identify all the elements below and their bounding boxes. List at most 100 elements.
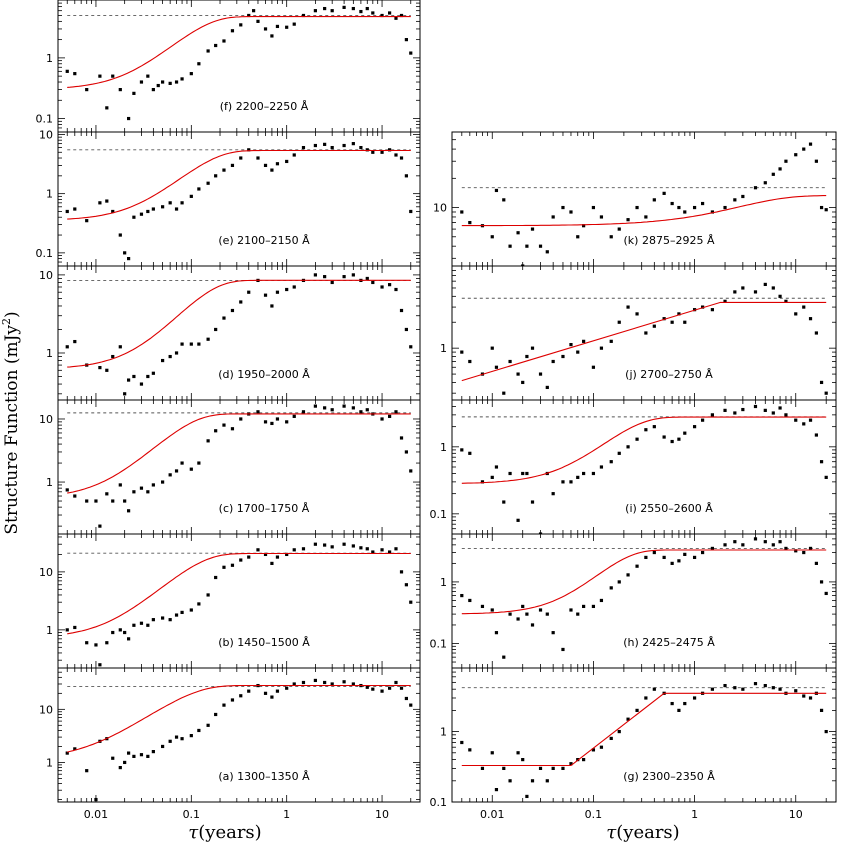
y-axis-label: Structure Function (mJy2)	[0, 311, 22, 534]
data-point-c	[132, 490, 136, 494]
data-point-e	[98, 201, 102, 205]
data-point-i	[662, 435, 666, 439]
data-point-b	[123, 630, 127, 635]
data-point-d	[380, 285, 384, 289]
panel-label-d: (d) 1950–2000 Å	[218, 368, 310, 381]
data-point-b	[180, 610, 184, 615]
data-point-b	[270, 561, 274, 566]
data-point-i	[771, 411, 775, 415]
data-point-g	[468, 748, 472, 752]
panel-d: 10 1 (d) 1950–2000 Å	[39, 265, 421, 401]
data-point-d	[111, 354, 115, 359]
data-point-e	[275, 162, 280, 166]
data-point-g	[521, 758, 525, 762]
fit-curve-h	[461, 549, 827, 615]
data-point-e	[146, 209, 150, 214]
data-point-g	[545, 779, 549, 783]
data-point-f	[151, 88, 155, 92]
data-point-d	[409, 345, 413, 349]
y-tick-label-c: 1	[46, 476, 53, 489]
data-point-k	[771, 172, 775, 176]
data-point-a	[73, 747, 77, 751]
data-point-g	[599, 745, 604, 749]
data-point-e	[197, 187, 201, 191]
data-point-f	[132, 91, 136, 95]
data-point-k	[494, 188, 499, 193]
data-point-k	[599, 215, 604, 219]
data-point-b	[275, 555, 280, 559]
data-point-i	[824, 475, 828, 479]
panel-label-c: (c) 1700–1750 Å	[219, 502, 310, 515]
data-point-f	[256, 19, 260, 23]
x-tick-label: 1	[691, 808, 698, 821]
data-point-a	[85, 769, 89, 773]
y-tick-label-f: 1	[46, 52, 53, 65]
data-point-h	[778, 540, 782, 544]
data-point-i	[677, 437, 681, 441]
y-tick-label-i: 1	[440, 441, 447, 454]
data-point-h	[494, 631, 499, 635]
data-point-h	[644, 555, 648, 560]
data-point-j	[521, 380, 525, 385]
data-point-i	[561, 480, 565, 484]
data-point-j	[802, 305, 806, 309]
data-point-c	[105, 492, 109, 496]
data-point-f	[371, 11, 375, 15]
data-point-j	[617, 320, 621, 324]
data-point-i	[626, 445, 630, 449]
data-point-c	[323, 406, 327, 410]
data-point-c	[174, 469, 179, 473]
data-point-b	[230, 563, 235, 567]
data-point-i	[723, 408, 727, 412]
data-point-d	[65, 345, 69, 349]
data-point-j	[545, 385, 549, 390]
data-point-d	[275, 290, 280, 294]
data-point-g	[771, 686, 775, 690]
data-point-j	[794, 312, 798, 316]
data-point-a	[263, 691, 268, 695]
data-point-k	[662, 191, 666, 195]
data-point-j	[635, 312, 639, 316]
data-point-g	[591, 748, 596, 752]
data-point-h	[819, 580, 824, 584]
data-point-b	[85, 641, 89, 645]
data-point-a	[380, 689, 384, 693]
data-point-h	[525, 612, 529, 616]
data-point-h	[626, 573, 630, 577]
data-point-j	[652, 324, 656, 328]
data-point-e	[399, 156, 404, 160]
data-point-i	[635, 437, 639, 441]
data-point-g	[741, 687, 745, 691]
y-tick-label-j: 1	[440, 342, 447, 355]
data-point-i	[778, 406, 782, 410]
data-point-f	[98, 74, 102, 78]
data-point-b	[323, 543, 327, 547]
panel-a: 10 1 0.01 0.1 1 10 (a) 1300–1350 Å	[39, 667, 421, 821]
x-tick-label: 0.1	[585, 808, 603, 821]
data-point-a	[180, 737, 184, 741]
data-point-e	[118, 233, 122, 237]
data-point-h	[635, 564, 639, 568]
data-point-f	[174, 80, 179, 84]
data-point-j	[644, 331, 648, 335]
data-point-d	[206, 337, 210, 341]
data-point-c	[263, 420, 268, 424]
data-point-a	[270, 695, 274, 699]
data-point-c	[399, 436, 404, 440]
data-point-k	[609, 235, 613, 239]
data-point-g	[670, 701, 674, 706]
data-point-f	[214, 43, 218, 48]
data-point-h	[771, 543, 775, 547]
data-point-i	[683, 431, 687, 435]
data-point-d	[151, 371, 155, 375]
data-point-e	[388, 148, 392, 152]
data-point-i	[502, 500, 506, 504]
data-point-b	[174, 613, 179, 617]
data-point-a	[174, 735, 179, 739]
data-point-j	[468, 359, 472, 364]
data-point-k	[582, 224, 586, 228]
data-point-f	[230, 29, 235, 33]
data-point-a	[189, 734, 193, 738]
data-point-i	[802, 422, 806, 426]
data-point-g	[677, 708, 681, 712]
